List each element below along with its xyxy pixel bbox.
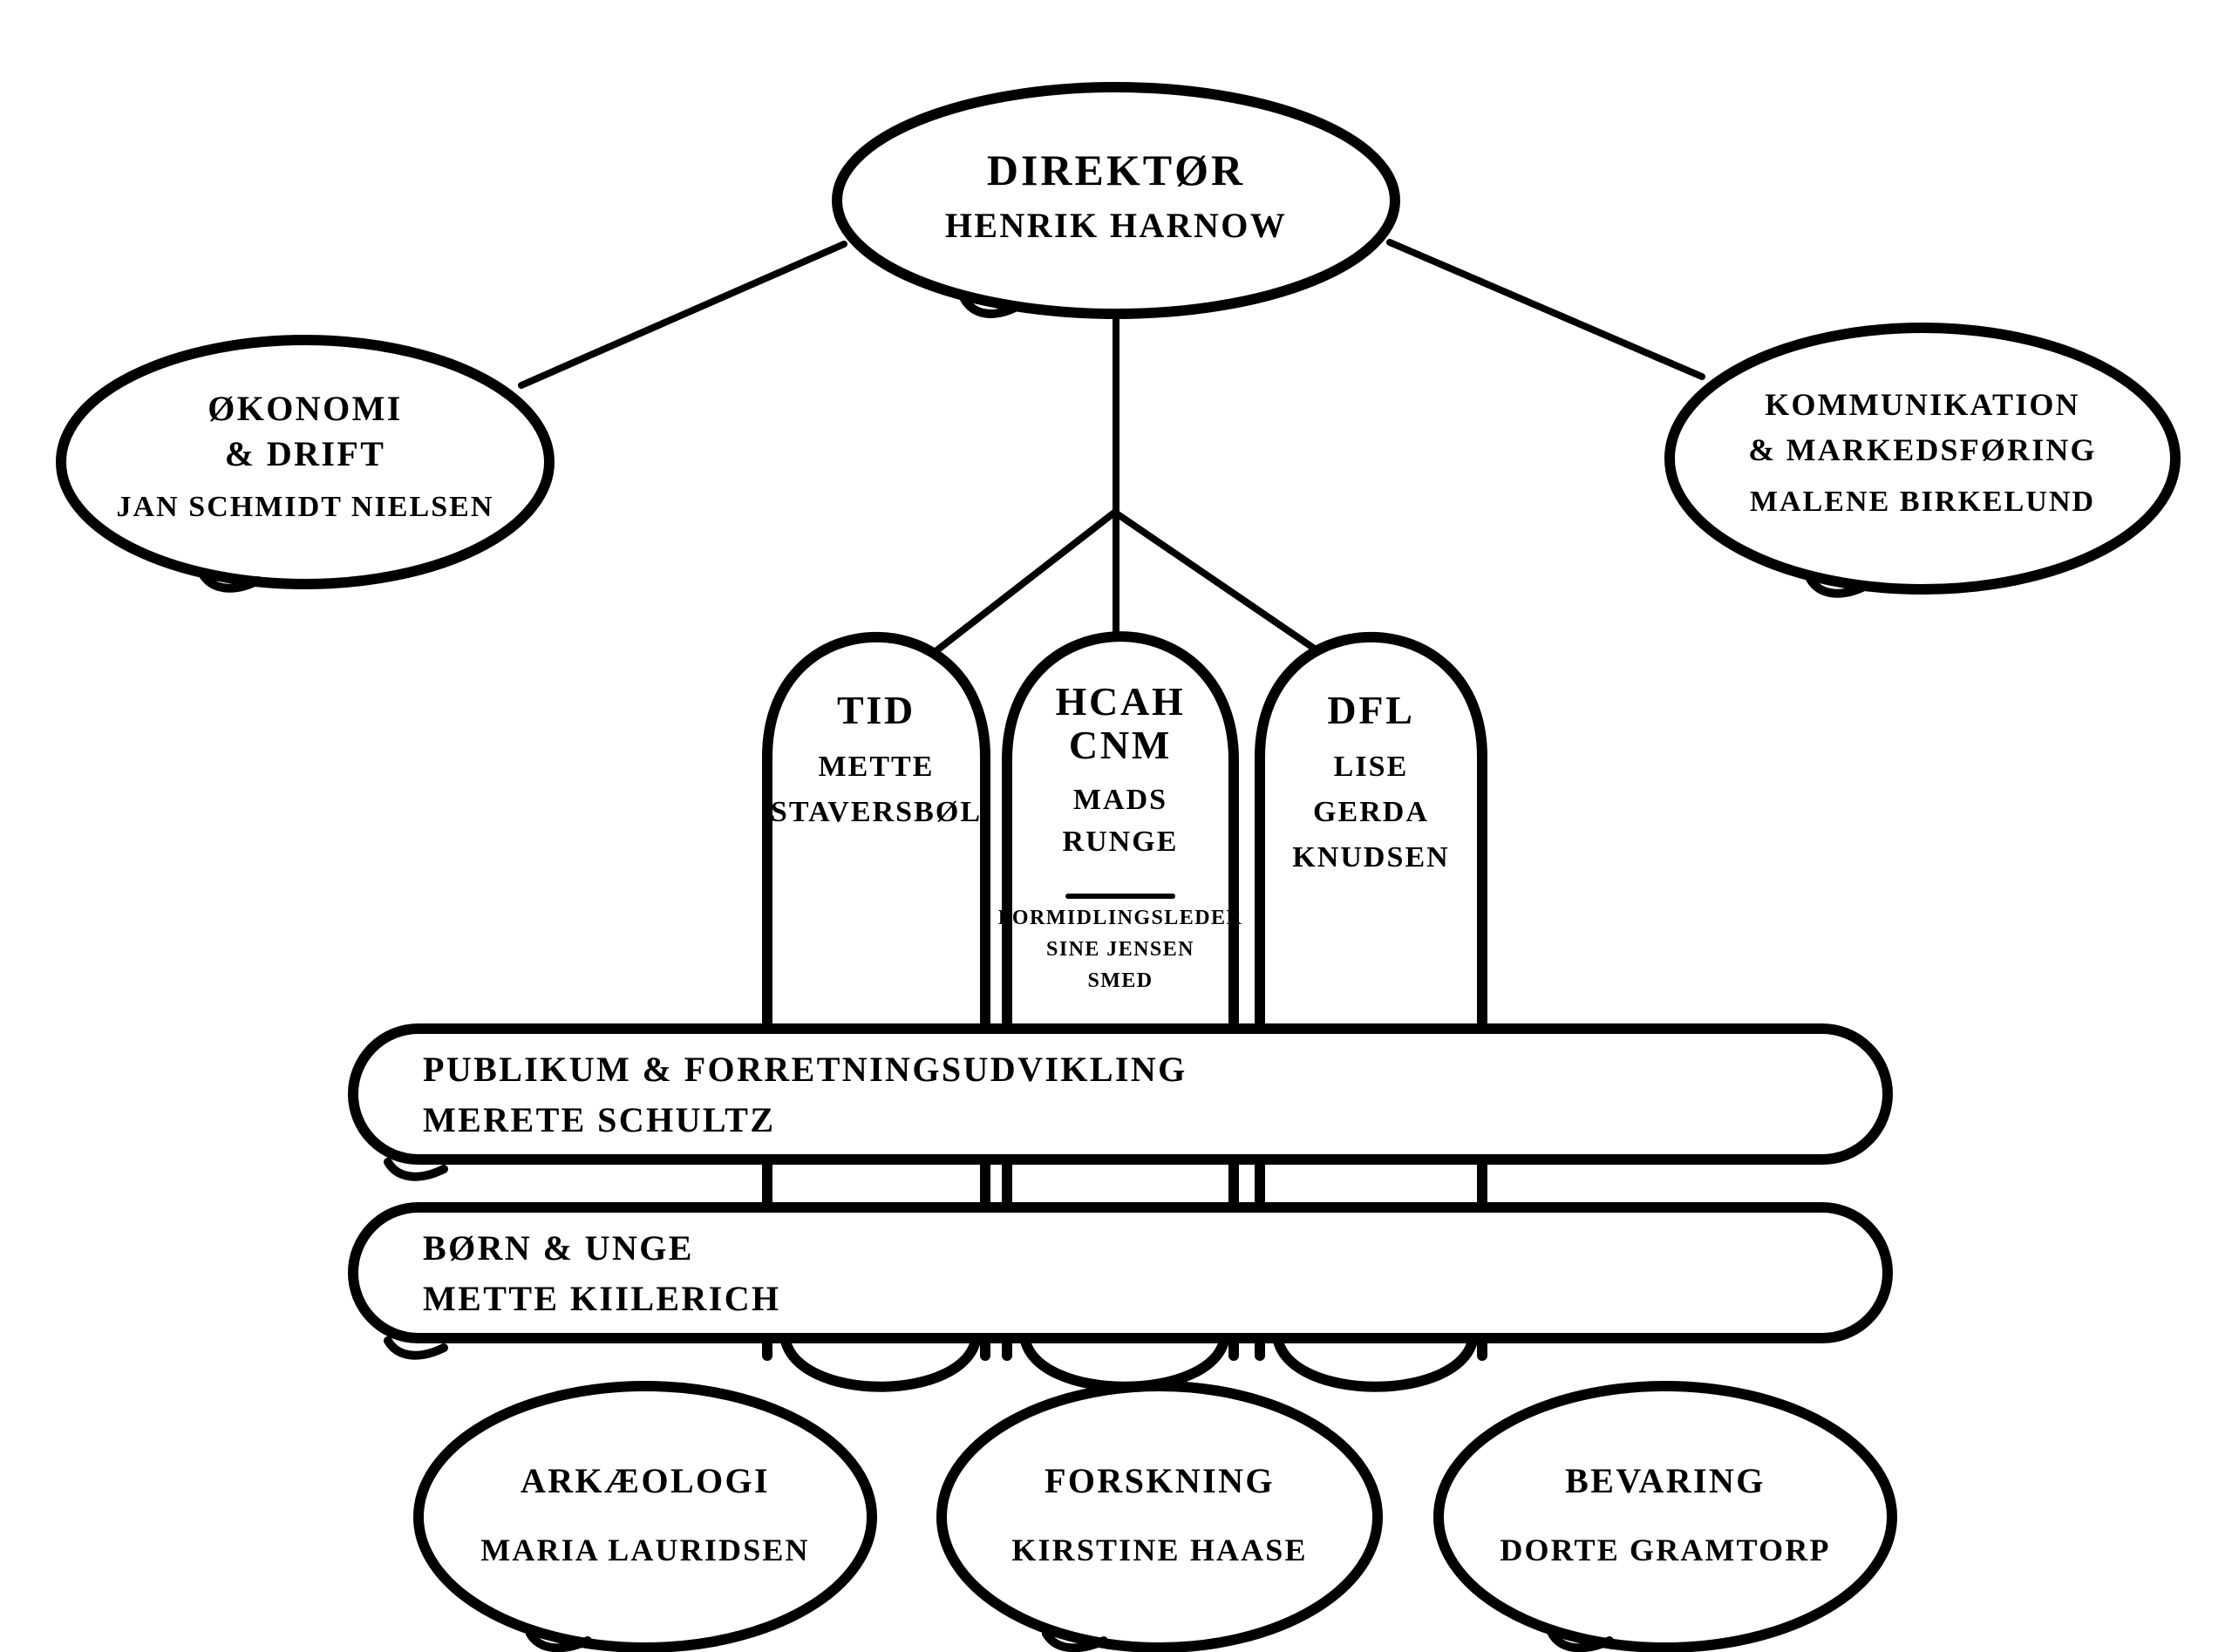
director-name: HENRIK HARNOW [945,206,1287,245]
circle-arkaeologi-name: MARIA LAURIDSEN [480,1533,809,1567]
side-right-line2: & MARKEDSFØRING [1748,432,2096,467]
band-born-unge-line1: BØRN & UNGE [423,1228,694,1268]
band-born-unge [353,1207,1888,1338]
org-chart: PUBLIKUM & FORRETNINGSUDVIKLING MERETE SC… [0,0,2232,1652]
pillar-dfl-line1: GERDA [1313,796,1429,828]
circle-arkaeologi [418,1386,872,1648]
pillar-dfl-line0: LISE [1334,751,1409,783]
pillar-tid-line0: METTE [818,751,934,783]
side-right-line3: MALENE BIRKELUND [1750,486,2095,518]
pillar-dfl-line2: KNUDSEN [1292,841,1450,874]
circle-forskning [942,1386,1378,1648]
director-title: DIREKTØR [987,146,1245,194]
director-node [837,87,1395,314]
pillar-hcah-line1: RUNGE [1063,826,1179,858]
pillar-dfl-title: DFL [1327,688,1414,732]
pillar-hcah-title: HCAH [1055,679,1185,724]
band-publikum-line2: MERETE SCHULTZ [423,1100,775,1139]
connector-to_left [521,244,844,385]
side-left-line2: & DRIFT [225,434,386,473]
pillar-hcah-extra0: FORMIDLINGSLEDER [998,907,1242,929]
pillar-hcah-extra1: SINE JENSEN [1046,938,1194,961]
pillar-hcah-line0: MADS [1073,784,1167,816]
circle-arkaeologi-title: ARKÆOLOGI [521,1461,770,1500]
side-left-line1: ØKONOMI [208,389,402,428]
pillar-hcah-title2: CNM [1069,723,1172,767]
band-publikum-line1: PUBLIKUM & FORRETNINGSUDVIKLING [423,1050,1187,1089]
pillar-tid-title: TID [837,688,915,732]
side-left-line3: JAN SCHMIDT NIELSEN [117,491,494,523]
connector-to_right [1390,242,1702,377]
side-right-line1: KOMMUNIKATION [1765,387,2079,422]
band-publikum [353,1029,1888,1159]
circle-bevaring [1439,1386,1892,1648]
pillar-hcah-extra2: SMED [1087,969,1153,992]
pillar-tid-line1: STAVERSBØL [771,796,982,828]
band-born-unge-line2: METTE KIILERICH [423,1279,781,1318]
circle-bevaring-title: BEVARING [1565,1461,1766,1500]
circle-forskning-name: KIRSTINE HAASE [1011,1533,1307,1567]
circle-forskning-title: FORSKNING [1045,1461,1275,1500]
circle-bevaring-name: DORTE GRAMTORP [1500,1533,1830,1567]
